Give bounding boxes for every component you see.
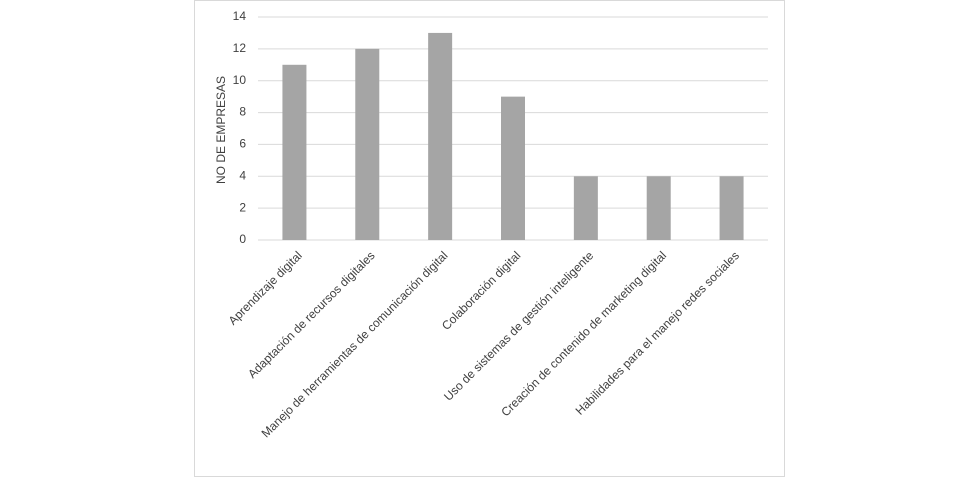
y-tick-label: 8 bbox=[239, 105, 246, 119]
bar bbox=[428, 32, 453, 240]
y-tick-label: 6 bbox=[239, 137, 246, 151]
y-tick-label: 14 bbox=[233, 9, 247, 23]
bar bbox=[573, 176, 598, 240]
y-tick-label: 0 bbox=[239, 232, 246, 246]
y-tick-label: 10 bbox=[233, 73, 247, 87]
y-tick-label: 12 bbox=[233, 41, 247, 55]
y-tick-label: 2 bbox=[239, 200, 246, 214]
bar bbox=[719, 176, 744, 240]
bar bbox=[646, 176, 671, 240]
y-tick-label: 4 bbox=[239, 168, 246, 182]
bar bbox=[501, 96, 525, 241]
bar bbox=[282, 64, 307, 241]
y-axis-label: NO DE EMPRESAS bbox=[214, 76, 228, 184]
bar bbox=[355, 48, 380, 240]
